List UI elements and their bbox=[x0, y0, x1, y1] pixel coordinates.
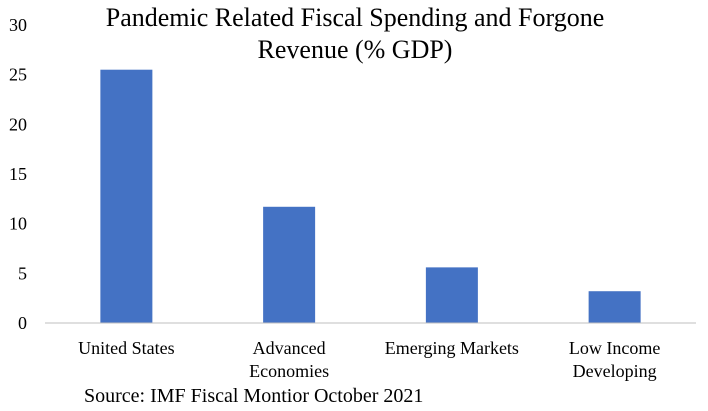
bar bbox=[425, 267, 478, 323]
x-tick-label-line: Low Income bbox=[569, 338, 660, 358]
x-tick-label-line: Emerging Markets bbox=[385, 338, 519, 358]
x-axis-labels: United States Advanced Economies Emerging M… bbox=[78, 338, 660, 381]
x-tick-label-line: Advanced bbox=[253, 338, 326, 358]
y-tick-label: 10 bbox=[9, 214, 27, 234]
x-tick-label-line: United States bbox=[78, 338, 175, 358]
chart-title-line-1: Pandemic Related Fiscal Spending and For… bbox=[106, 3, 605, 32]
x-tick-label: Emerging Markets bbox=[385, 338, 519, 358]
y-axis-ticks: 0 5 10 15 20 25 30 bbox=[9, 15, 27, 333]
bar bbox=[263, 206, 316, 323]
y-tick-label: 0 bbox=[18, 313, 27, 333]
y-tick-label: 25 bbox=[9, 65, 27, 85]
x-tick-label: Low Income Developing bbox=[569, 338, 660, 381]
chart-title-line-2: Revenue (% GDP) bbox=[258, 35, 453, 64]
x-tick-label: Advanced Economies bbox=[249, 338, 329, 381]
bars bbox=[100, 69, 641, 323]
x-tick-label: United States bbox=[78, 338, 175, 358]
source-note: Source: IMF Fiscal Montior October 2021 bbox=[84, 385, 423, 407]
y-tick-label: 30 bbox=[9, 15, 27, 35]
y-tick-label: 5 bbox=[18, 263, 27, 283]
x-tick-label-line: Economies bbox=[249, 361, 329, 381]
bar bbox=[588, 291, 641, 323]
y-tick-label: 20 bbox=[9, 114, 27, 134]
x-tick-label-line: Developing bbox=[573, 361, 657, 381]
bar bbox=[100, 69, 153, 323]
y-tick-label: 15 bbox=[9, 164, 27, 184]
